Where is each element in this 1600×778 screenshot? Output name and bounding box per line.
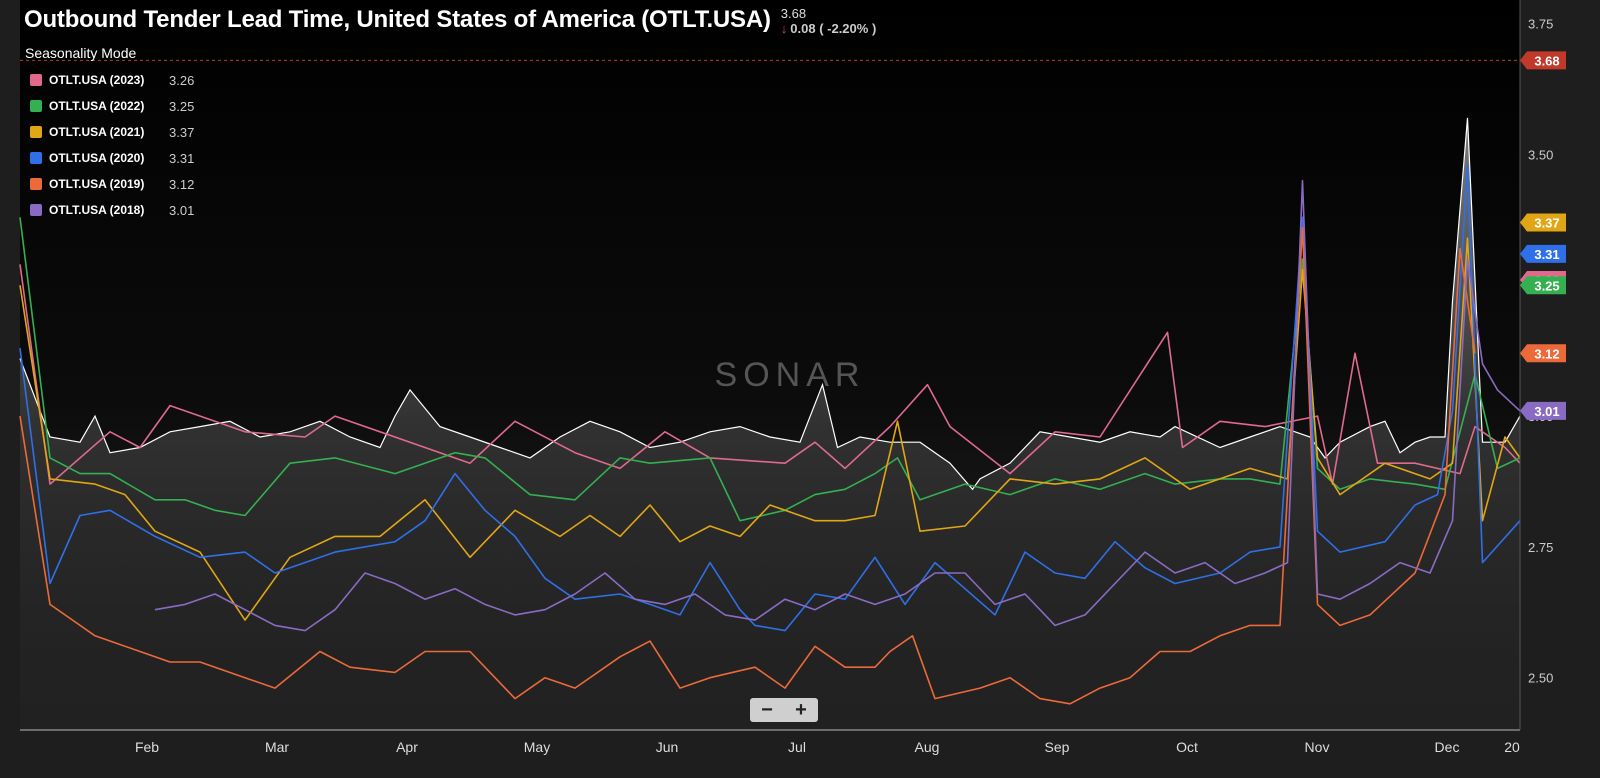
legend-swatch <box>30 204 42 216</box>
reference-tag-label: 3.68 <box>1534 53 1559 68</box>
legend-name: OTLT.USA (2018) <box>49 203 145 217</box>
legend-name: OTLT.USA (2023) <box>49 73 145 87</box>
x-tick-label: Apr <box>396 739 418 755</box>
seasonality-mode-label: Seasonality Mode <box>25 45 137 61</box>
series-line-4 <box>19 226 1476 705</box>
legend-value: 3.01 <box>169 202 195 218</box>
series-tag-2: 3.37 <box>1520 213 1566 232</box>
y-tick-label: 2.75 <box>1528 540 1553 555</box>
legend: OTLT.USA (2023) 3.26 OTLT.USA (2022) 3.25 OT… <box>30 67 194 223</box>
series-tag-3-shape <box>1520 244 1566 263</box>
legend-swatch <box>30 74 42 86</box>
series-tag-1-shape <box>1520 276 1566 295</box>
series-line-5 <box>154 179 1521 632</box>
legend-value: 3.26 <box>169 72 195 88</box>
legend-swatch <box>30 178 42 190</box>
legend-name: OTLT.USA (2022) <box>49 99 145 113</box>
x-tick-label: Dec <box>1435 739 1460 755</box>
series-tag-4: 3.12 <box>1520 344 1566 363</box>
y-tick-label: 2.50 <box>1528 671 1553 686</box>
zoom-in-button[interactable]: + <box>795 699 807 721</box>
x-tick-label: Sep <box>1045 739 1070 755</box>
series-tag-3: 3.31 <box>1520 244 1566 263</box>
series-tag-1-label: 3.25 <box>1534 278 1559 293</box>
x-tick-label: Nov <box>1305 739 1330 755</box>
legend-name: OTLT.USA (2019) <box>49 177 145 191</box>
legend-swatch <box>30 126 42 138</box>
legend-item-1[interactable]: OTLT.USA (2022) 3.25 <box>30 93 194 119</box>
legend-item-2[interactable]: OTLT.USA (2021) 3.37 <box>30 119 194 145</box>
legend-swatch <box>30 152 42 164</box>
legend-value: 3.31 <box>169 150 195 166</box>
series-tag-4-label: 3.12 <box>1534 346 1559 361</box>
zoom-out-button[interactable]: − <box>761 699 773 721</box>
reference-tag: 3.68 <box>1520 51 1566 70</box>
legend-name: OTLT.USA (2021) <box>49 125 145 139</box>
legend-value: 3.37 <box>169 124 195 140</box>
watermark: SONAR <box>715 356 866 394</box>
series-line-2 <box>19 237 1521 621</box>
change-value: 0.08 ( -2.20% ) <box>790 21 877 36</box>
series-tag-4-shape <box>1520 344 1566 363</box>
legend-value: 3.25 <box>169 98 195 114</box>
legend-value: 3.12 <box>169 176 195 192</box>
quote-block: 3.68 ↓ 0.08 ( -2.20% ) <box>781 6 877 36</box>
series-tag-3-label: 3.31 <box>1534 247 1559 262</box>
legend-name: OTLT.USA (2020) <box>49 151 145 165</box>
series-line-0 <box>19 264 1521 485</box>
x-tick-label: Mar <box>265 739 289 755</box>
legend-item-0[interactable]: OTLT.USA (2023) 3.26 <box>30 67 194 93</box>
series-tag-1: 3.25 <box>1520 276 1566 295</box>
chart-header: Outbound Tender Lead Time, United States… <box>24 6 876 36</box>
series-line-1 <box>19 217 1521 522</box>
x-tick-label: 20 <box>1504 739 1520 755</box>
series-line-3 <box>19 164 1521 632</box>
legend-item-3[interactable]: OTLT.USA (2020) 3.31 <box>30 145 194 171</box>
last-value: 3.68 <box>780 6 807 21</box>
legend-swatch <box>30 100 42 112</box>
series-tag-2-label: 3.37 <box>1534 216 1559 231</box>
band-area <box>20 117 1520 730</box>
down-arrow-icon: ↓ <box>780 21 788 36</box>
x-tick-label: Feb <box>135 739 159 755</box>
zoom-controls: − + <box>750 698 818 722</box>
x-tick-label: Aug <box>915 739 940 755</box>
legend-item-4[interactable]: OTLT.USA (2019) 3.12 <box>30 171 194 197</box>
legend-item-5[interactable]: OTLT.USA (2018) 3.01 <box>30 197 194 223</box>
y-tick-label: 3.50 <box>1528 147 1553 162</box>
series-tag-5-shape <box>1520 401 1566 420</box>
series-tag-2-shape <box>1520 213 1566 232</box>
series-tag-5: 3.01 <box>1520 401 1566 420</box>
x-tick-label: Jul <box>788 739 806 755</box>
x-tick-label: Oct <box>1176 739 1198 755</box>
chart-title: Outbound Tender Lead Time, United States… <box>24 6 771 33</box>
series-tag-5-label: 3.01 <box>1534 404 1559 419</box>
y-tick-label: 3.75 <box>1528 17 1553 32</box>
x-tick-label: May <box>524 739 550 755</box>
reference-tag-shape <box>1520 51 1566 70</box>
x-tick-label: Jun <box>656 739 679 755</box>
